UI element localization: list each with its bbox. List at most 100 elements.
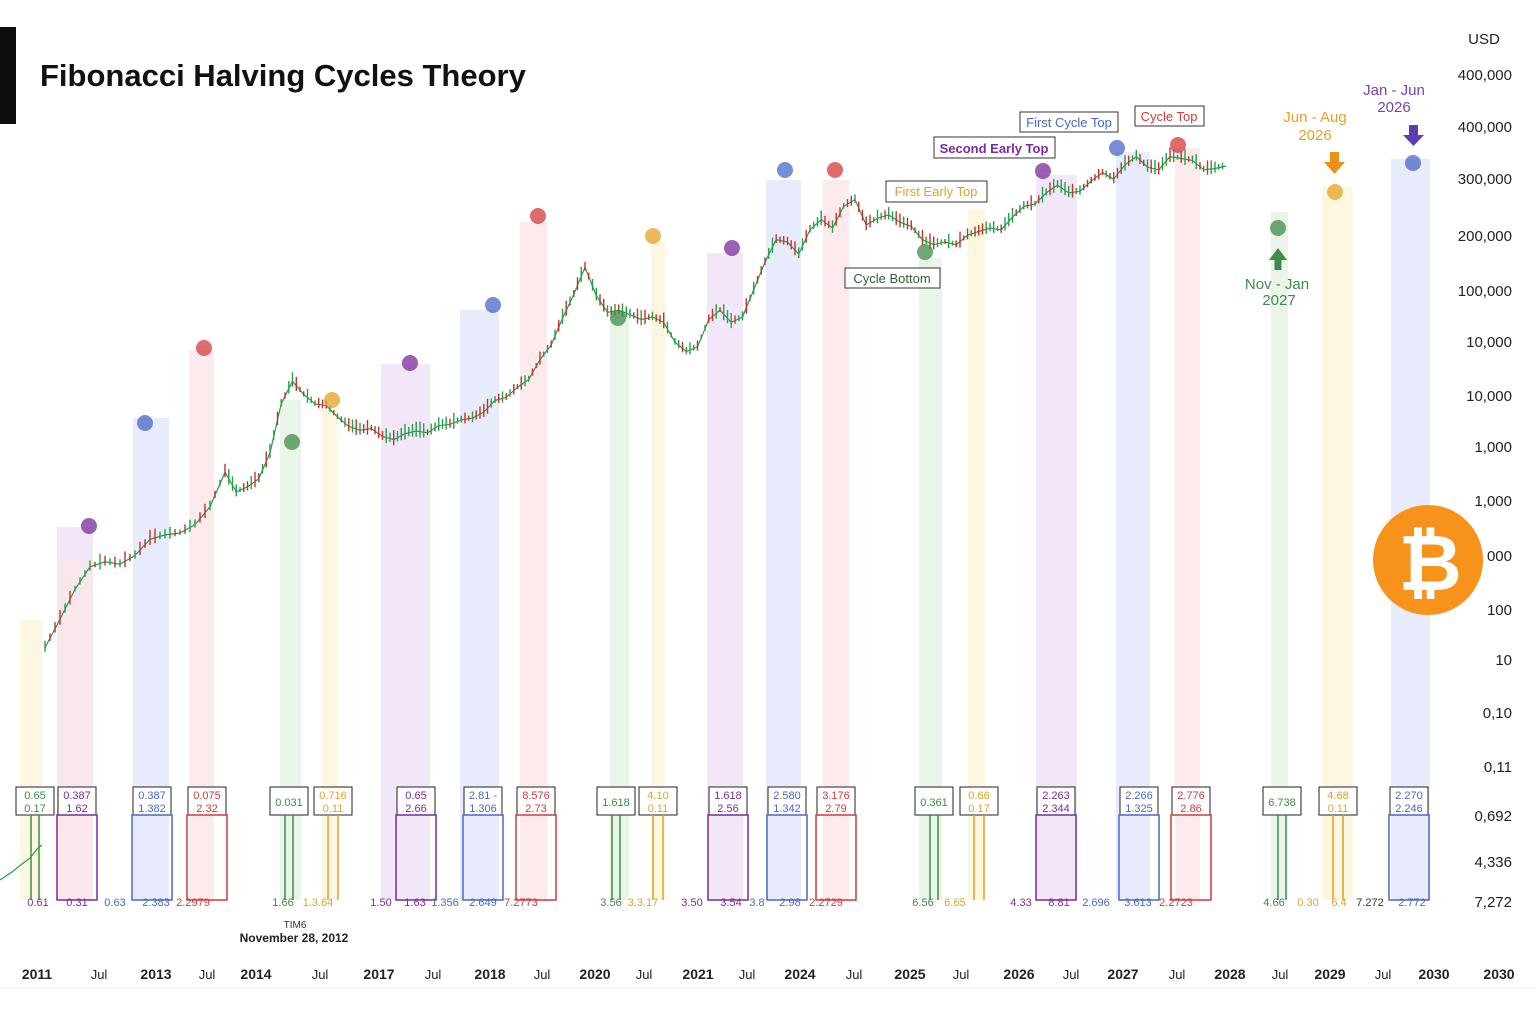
cycle-markers [81,137,1421,534]
svg-text:2.263: 2.263 [1042,790,1070,802]
y-tick-label: 100,000 [1458,283,1512,300]
y-tick-label: 200,000 [1458,228,1512,245]
fib-box-15: 0.660.17 [959,786,999,900]
x-tick-label: 2013 [140,966,171,982]
band-bottom-15 [919,258,942,900]
bottom-value: 2.772 [1398,897,1426,909]
x-tick-label: 2026 [1003,966,1034,982]
marker-early1-18 [1327,184,1343,200]
band-early2-17 [1036,175,1077,900]
y-tick-label: 0,10 [1483,705,1512,722]
svg-text:6.738: 6.738 [1268,797,1296,809]
label-cycle-top: Cycle Top [1134,105,1205,127]
price-line [44,155,1227,648]
fib-box-7: 2.81 -1.306 [462,786,504,901]
y-tick-label: 0,11 [1484,759,1512,776]
svg-text:1.325: 1.325 [1125,803,1153,815]
bottom-value: 8.81 [1048,897,1069,909]
svg-text:0.66: 0.66 [968,790,989,802]
x-tick-label: Jul [953,967,970,982]
fib-box-19: 6.738 [1262,786,1302,900]
projection-jan-jun: Jan - Jun 2026 [1363,82,1425,146]
marker-bottom-17 [1270,220,1286,236]
marker-top-2 [196,340,212,356]
chart-title: Fibonacci Halving Cycles Theory [40,58,527,93]
band-bottom-5 [280,400,301,900]
y-tick-label: 4,336 [1474,854,1512,871]
svg-text:2026: 2026 [1298,127,1331,144]
y-tick-label: 1,000 [1474,439,1512,456]
fib-box-6: 0.652.66 [395,786,437,901]
band-bottom-10 [610,310,629,900]
bottom-value: 3.3.17 [628,897,659,909]
y-tick-label: 10,000 [1466,388,1512,405]
marker-early1-9 [645,228,661,244]
marker-bottom-8 [610,310,626,326]
svg-text:2.56: 2.56 [717,803,738,815]
band-top-14 [823,180,849,900]
bottom-value: 1.63 [404,897,425,909]
marker-early2-14 [1035,163,1051,179]
marker-first-6 [485,297,501,313]
marker-early2-0 [81,518,97,534]
marker-bottom-13 [917,244,933,260]
svg-text:0.11: 0.11 [648,803,669,815]
fib-box-0: 0.650.17 [15,786,55,900]
bottom-value: 3.56 [600,897,621,909]
x-tick-label: Jul [312,967,329,982]
x-tick-label: Jul [1063,967,1080,982]
x-tick-label: Jul [739,967,756,982]
label-first-cycle-top: First Cycle Top [1019,111,1119,133]
bottom-value: 0.63 [104,897,125,909]
x-tick-label: 2027 [1107,966,1138,982]
bottom-value: 3.613 [1124,897,1152,909]
bottom-value: 0.30 [1297,897,1318,909]
marker-first-11 [777,162,793,178]
svg-text:2.81 -: 2.81 - [469,790,497,802]
band-first-3 [133,418,169,900]
y-tick-label: 400,000 [1458,67,1512,84]
svg-text:0.65: 0.65 [405,790,426,802]
x-axis: 2011 Jul 2013 Jul 2014 Jul 2017 Jul 2018 Jul 2020 J… [22,966,1515,982]
svg-text:1.62: 1.62 [66,803,87,815]
x-tick-label: Jul [636,967,653,982]
svg-text:Jan - Jun: Jan - Jun [1363,82,1425,99]
bottom-value: 3.8 [749,897,764,909]
bottom-value: 2.2979 [176,897,210,909]
bottom-value: 3.54 [720,897,741,909]
bottom-value: 2.2723 [1159,897,1193,909]
svg-text:3.176: 3.176 [822,790,850,802]
bottom-value: 2.2729 [809,897,843,909]
band-early2-7 [381,364,430,900]
svg-text:Jun - Aug: Jun - Aug [1283,109,1346,126]
svg-text:Cycle Bottom: Cycle Bottom [853,271,930,286]
currency-label: USD [1468,31,1500,48]
x-tick-label: 2021 [682,966,713,982]
svg-text:2.266: 2.266 [1125,790,1153,802]
svg-text:0.716: 0.716 [319,790,347,802]
fib-box-20: 4.680.11 [1318,786,1358,900]
svg-text:0.387: 0.387 [63,790,91,802]
y-tick-label: 000 [1487,548,1512,565]
svg-text:2.270: 2.270 [1395,790,1423,802]
bottom-value: 1.50 [370,897,391,909]
bottom-value: 2.98 [779,897,800,909]
band-early1-21 [1322,187,1353,900]
svg-text:4.68: 4.68 [1327,790,1348,802]
band-early1-0 [20,620,42,900]
x-tick-label: 2029 [1314,966,1345,982]
price-series [0,147,1227,881]
projection-nov-jan: Nov - Jan 2027 [1245,248,1309,309]
bottom-value: 2.649 [469,897,497,909]
x-tick-label: 2014 [240,966,271,982]
band-top-4 [189,350,214,900]
svg-text:2.73: 2.73 [525,803,546,815]
fib-box-14: 0.361 [914,786,954,900]
